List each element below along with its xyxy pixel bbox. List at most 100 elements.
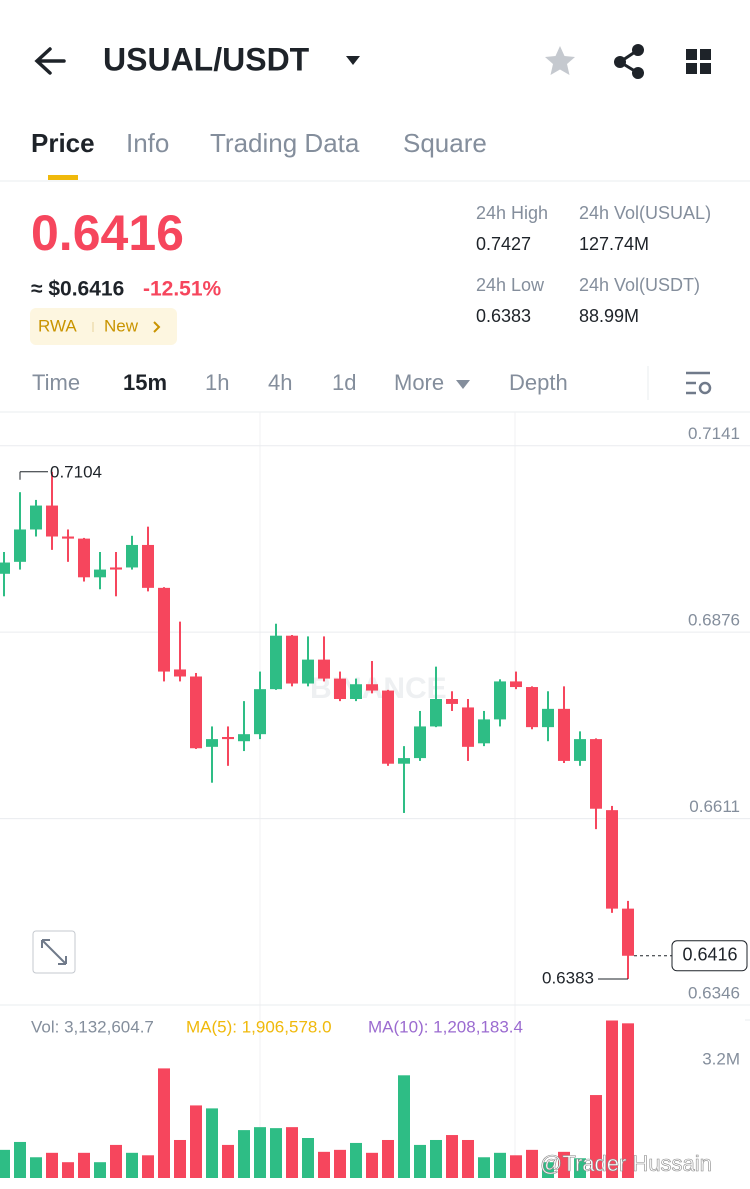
volume-bar bbox=[334, 1149, 346, 1178]
high-marker-label: 0.7104 bbox=[50, 462, 102, 481]
tag: New bbox=[104, 316, 139, 335]
candle-body bbox=[286, 635, 298, 684]
volume-bar bbox=[574, 1158, 586, 1178]
favorite-icon[interactable] bbox=[545, 46, 575, 75]
candle-body bbox=[46, 505, 58, 537]
volume-bar bbox=[590, 1095, 602, 1178]
interval[interactable]: Time bbox=[32, 370, 80, 395]
candle-body bbox=[558, 708, 570, 761]
candle-body bbox=[174, 669, 186, 677]
y-tick-label: 0.7141 bbox=[688, 424, 740, 443]
tag-chevron bbox=[153, 321, 161, 333]
interval[interactable]: Depth bbox=[509, 370, 568, 395]
candle-body bbox=[254, 689, 266, 735]
tag-box[interactable] bbox=[30, 308, 177, 345]
volume-bar bbox=[494, 1152, 506, 1178]
stat-label: 24h Vol(USUAL) bbox=[579, 203, 711, 223]
volume-bar bbox=[462, 1139, 474, 1178]
pair-dropdown[interactable] bbox=[346, 56, 360, 65]
volume-bar bbox=[190, 1105, 202, 1178]
volume-bar bbox=[526, 1149, 538, 1178]
volume-bar bbox=[542, 1162, 554, 1178]
stat-value: 0.7427 bbox=[476, 234, 531, 254]
candle-body bbox=[206, 739, 218, 747]
candle-body bbox=[270, 635, 282, 690]
y-tick-label: 0.6346 bbox=[688, 983, 740, 1002]
candle-body bbox=[238, 734, 250, 742]
volume-bar bbox=[510, 1155, 522, 1178]
volume-bar bbox=[62, 1162, 74, 1178]
pair-title[interactable]: USUAL/USDT bbox=[103, 41, 310, 77]
price-change: -12.51% bbox=[143, 278, 222, 301]
volume-bar bbox=[142, 1155, 154, 1178]
candle-body bbox=[110, 567, 122, 570]
tab[interactable]: Trading Data bbox=[210, 128, 360, 158]
y-tick-label: 0.6611 bbox=[689, 797, 740, 816]
candle-body bbox=[158, 587, 170, 672]
candle-body bbox=[14, 529, 26, 562]
candle-body bbox=[318, 659, 330, 679]
candle-body bbox=[574, 739, 586, 761]
candle-body bbox=[78, 538, 90, 578]
candle-body bbox=[494, 681, 506, 720]
candle-body bbox=[526, 687, 538, 728]
candle-body bbox=[334, 678, 346, 700]
usd-price: ≈ $0.6416 bbox=[31, 278, 124, 301]
volume-bar bbox=[94, 1162, 106, 1178]
candle-body bbox=[590, 739, 602, 809]
volume-bar bbox=[270, 1128, 282, 1178]
interval[interactable]: 15m bbox=[123, 370, 167, 395]
last-price-box bbox=[671, 940, 748, 972]
candle-body bbox=[398, 758, 410, 764]
volume-legend: MA(10): 1,208,183.4 bbox=[368, 1017, 523, 1036]
tab[interactable]: Price bbox=[31, 128, 95, 158]
volume-legend: MA(5): 1,906,578.0 bbox=[186, 1017, 332, 1036]
low-marker-label: 0.6383 bbox=[542, 968, 594, 987]
interval[interactable]: More bbox=[394, 370, 444, 395]
candle-body bbox=[142, 544, 154, 588]
interval[interactable]: 4h bbox=[268, 370, 292, 395]
stat-label: 24h Vol(USDT) bbox=[579, 275, 700, 295]
tab[interactable]: Square bbox=[403, 128, 487, 158]
candle-body bbox=[302, 659, 314, 684]
interval[interactable]: 1h bbox=[205, 370, 229, 395]
chart-settings-icon[interactable] bbox=[686, 371, 712, 395]
volume-bar bbox=[430, 1139, 442, 1178]
volume-bar bbox=[46, 1152, 58, 1178]
volume-bar bbox=[398, 1075, 410, 1178]
menu-grid-icon[interactable] bbox=[686, 49, 711, 74]
volume-bar bbox=[414, 1144, 426, 1178]
y-tick-label: 0.6876 bbox=[688, 611, 740, 630]
stat-label: 24h High bbox=[476, 203, 548, 223]
stat-value: 0.6383 bbox=[476, 306, 531, 326]
volume-bar bbox=[78, 1152, 90, 1178]
volume-bar bbox=[238, 1130, 250, 1178]
watermark: BINANCE bbox=[310, 672, 447, 705]
volume-bar bbox=[14, 1141, 26, 1178]
tab[interactable]: Info bbox=[126, 128, 169, 158]
volume-bar bbox=[30, 1157, 42, 1178]
volume-bar bbox=[158, 1068, 170, 1178]
last-price: 0.6416 bbox=[31, 205, 184, 261]
candle-body bbox=[62, 536, 74, 539]
volume-legend: Vol: 3,132,604.7 bbox=[31, 1017, 154, 1036]
expand-button[interactable] bbox=[32, 930, 76, 974]
volume-bar bbox=[350, 1142, 362, 1178]
candle-body bbox=[94, 569, 106, 578]
volume-bar bbox=[302, 1138, 314, 1178]
candle-body bbox=[446, 699, 458, 704]
back-button[interactable] bbox=[34, 47, 66, 75]
volume-bar bbox=[222, 1144, 234, 1178]
candle-body bbox=[126, 544, 138, 568]
candle-body bbox=[510, 681, 522, 688]
volume-bar bbox=[110, 1144, 122, 1178]
share-icon[interactable] bbox=[614, 44, 644, 79]
volume-bar bbox=[126, 1152, 138, 1178]
volume-bar bbox=[558, 1151, 570, 1178]
interval[interactable]: 1d bbox=[332, 370, 356, 395]
volume-bar bbox=[174, 1139, 186, 1178]
volume-bar bbox=[382, 1139, 394, 1178]
candle-body bbox=[462, 707, 474, 747]
